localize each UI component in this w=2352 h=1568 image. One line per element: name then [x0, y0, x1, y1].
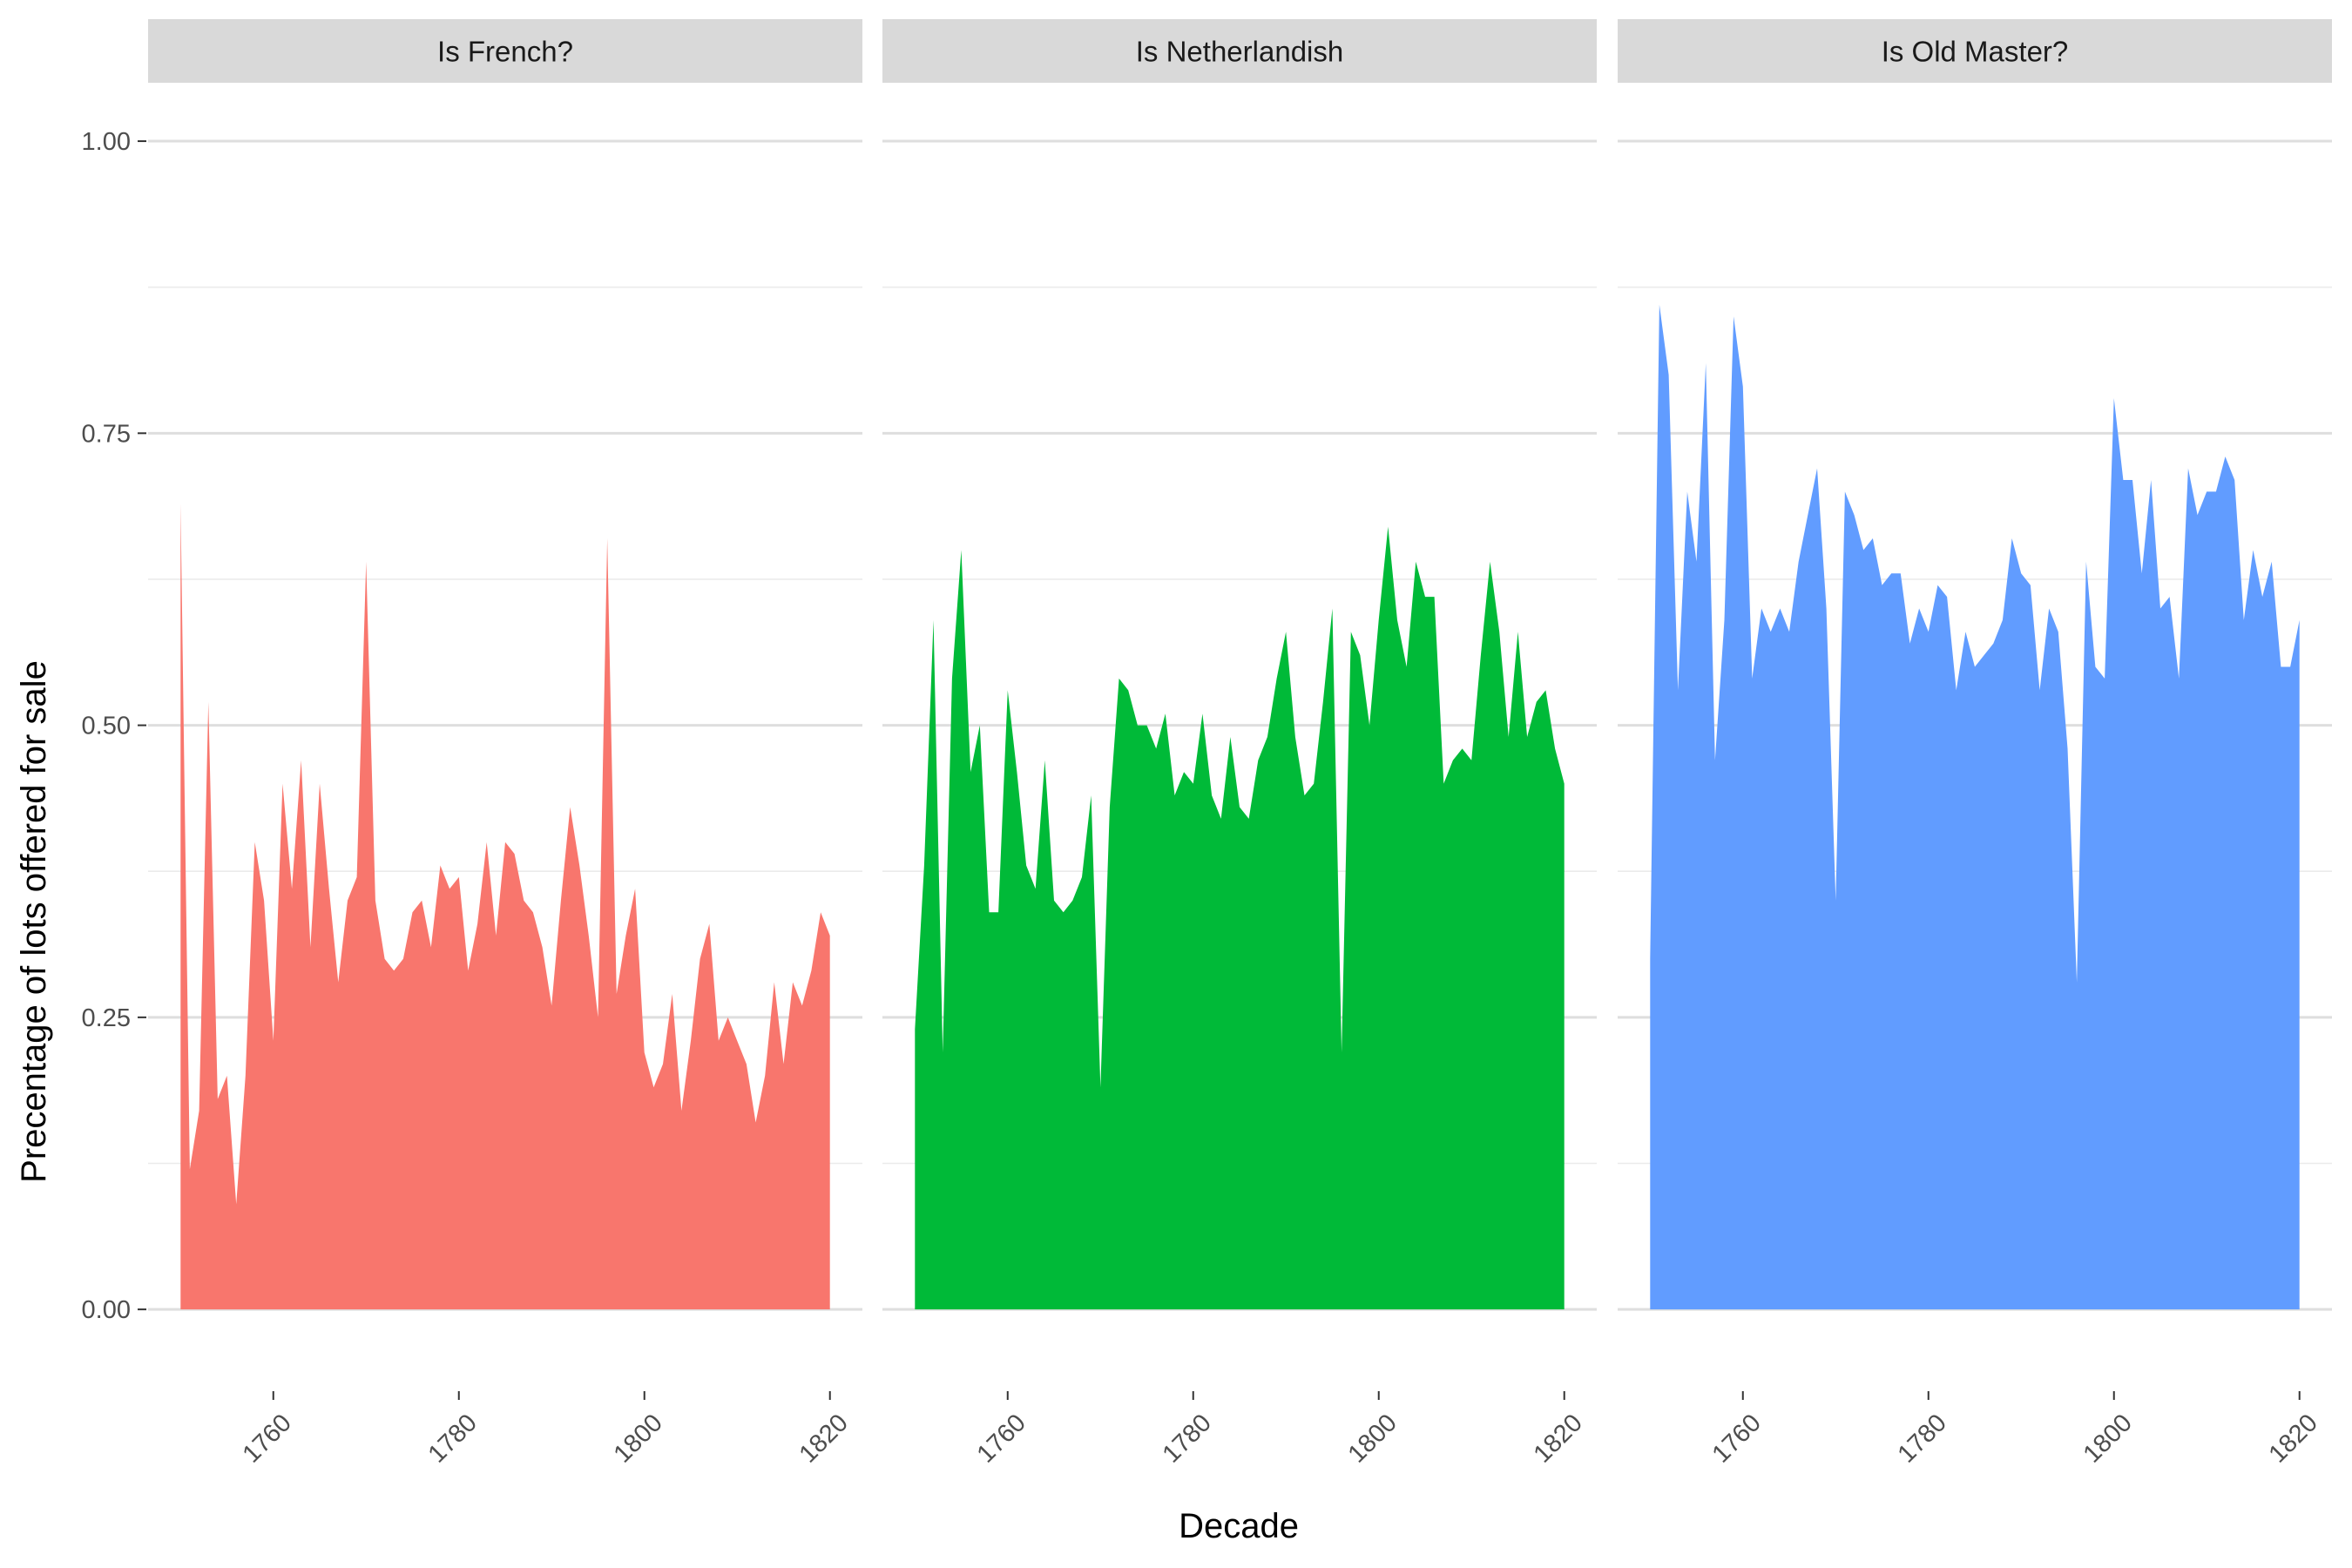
x-tick-label: 1820	[794, 1409, 854, 1468]
area-series	[915, 526, 1565, 1310]
x-tick-label: 1760	[1707, 1409, 1767, 1468]
x-tick-label: 1800	[609, 1409, 668, 1468]
y-tick-label: 1.00	[82, 128, 131, 156]
facet-strip	[882, 19, 1597, 83]
x-tick-label: 1780	[423, 1409, 483, 1468]
x-axis-title: Decade	[1179, 1507, 1299, 1545]
area-series	[1650, 304, 2300, 1310]
x-tick-label: 1820	[1529, 1409, 1588, 1468]
x-tick-label: 1800	[1343, 1409, 1402, 1468]
x-tick-label: 1800	[2078, 1409, 2138, 1468]
x-tick-label: 1780	[1158, 1409, 1217, 1468]
x-tick-label: 1780	[1893, 1409, 1952, 1468]
panel-1: Is French? 1760 1780 1800 1820	[148, 19, 862, 1469]
y-tick-label: 0.00	[82, 1296, 131, 1324]
facet-strip-label: Is Old Master?	[1882, 36, 2069, 68]
area-series	[180, 503, 830, 1310]
y-axis-title: Precentage of lots offered for sale	[15, 660, 53, 1183]
y-tick-label: 0.25	[82, 1004, 131, 1032]
y-axis: 0.00 0.25 0.50 0.75 1.00	[82, 128, 146, 1324]
x-tick-label: 1820	[2264, 1409, 2323, 1468]
facet-strip-label: Is French?	[437, 36, 573, 68]
facet-strip	[148, 19, 862, 83]
x-tick-label: 1760	[972, 1409, 1031, 1468]
facet-strip-label: Is Netherlandish	[1136, 36, 1343, 68]
y-tick-label: 0.75	[82, 420, 131, 448]
y-tick-label: 0.50	[82, 713, 131, 740]
x-tick-label: 1760	[238, 1409, 297, 1468]
facet-strip	[1618, 19, 2332, 83]
panel-2: Is Netherlandish 1760 1780 1800 1820	[882, 19, 1597, 1469]
panel-3: Is Old Master? 1760 1780 1800 1820	[1618, 19, 2332, 1469]
